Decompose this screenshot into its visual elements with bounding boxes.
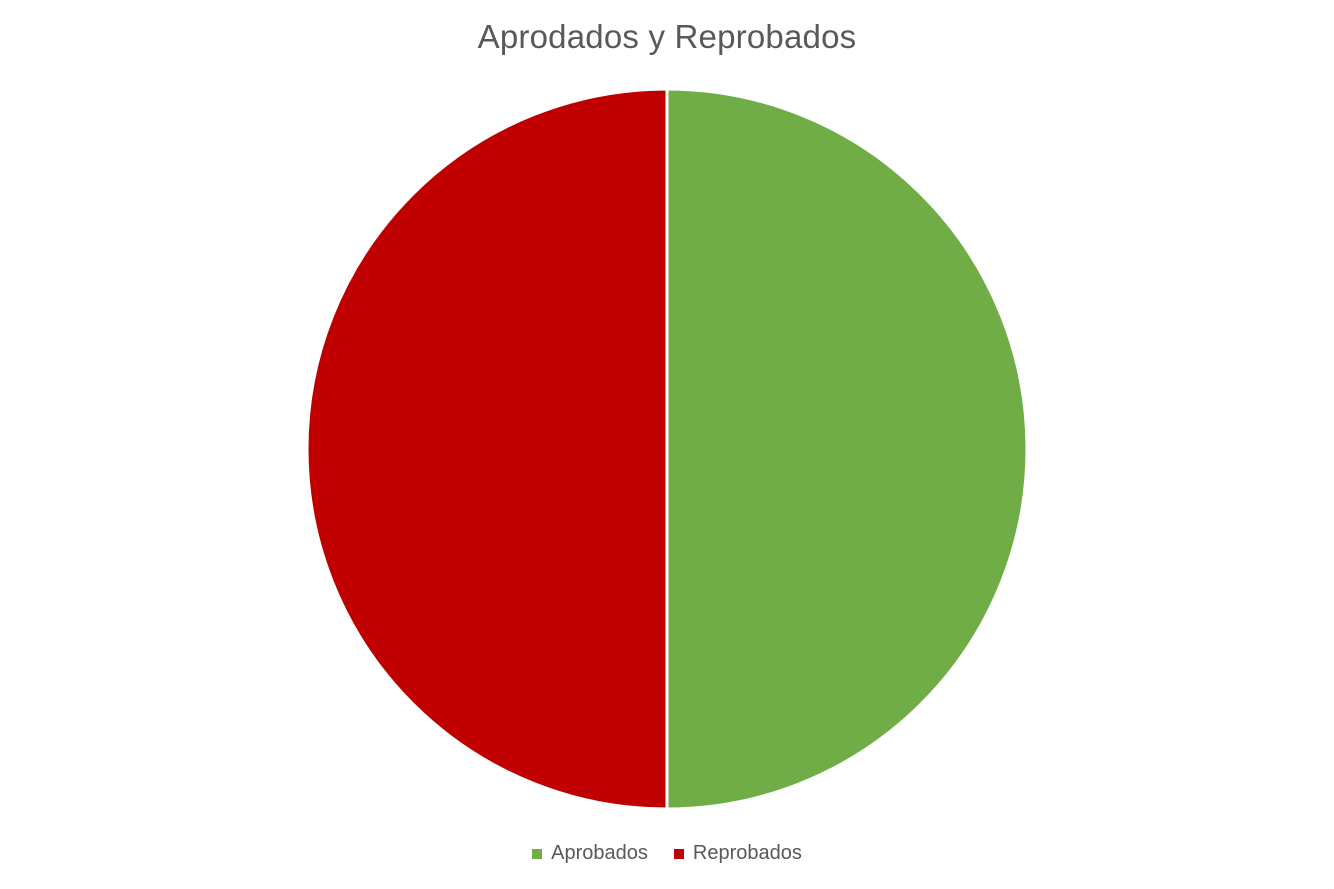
pie-slice-aprobados: [665, 87, 1029, 811]
pie-slices: [305, 87, 1029, 811]
legend-label-reprobados: Reprobados: [692, 842, 802, 864]
legend-swatch-reprobados: [673, 848, 684, 859]
legend-item-reprobados: Reprobados: [673, 842, 802, 865]
legend-item-aprobados: Aprobados: [532, 842, 648, 865]
chart-legend: Aprobados Reprobados: [0, 842, 1334, 865]
pie-slice-reprobados: [305, 87, 669, 811]
legend-label-aprobados: Aprobados: [551, 842, 648, 864]
legend-swatch-aprobados: [532, 848, 543, 859]
chart-title: Aprodados y Reprobados: [477, 18, 857, 55]
